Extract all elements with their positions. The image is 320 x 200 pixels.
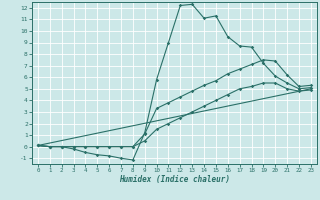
X-axis label: Humidex (Indice chaleur): Humidex (Indice chaleur) <box>119 175 230 184</box>
